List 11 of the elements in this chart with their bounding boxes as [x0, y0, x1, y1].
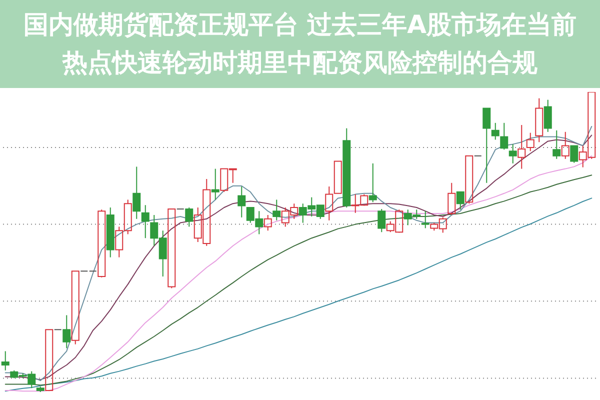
candlestick [132, 166, 141, 220]
caption-banner: 国内做期货配资正规平台 过去三年A股市场在当前热点快速轮动时期里中配资风险控制的合规 [0, 0, 600, 88]
candlestick [211, 168, 220, 200]
candlestick [1, 350, 10, 371]
candlestick [141, 204, 150, 239]
chart-title: 国内做期货配资正规平台 过去三年A股市场在当前热点快速轮动时期里中配资风险控制的合规 [22, 9, 578, 79]
candlestick [508, 144, 517, 164]
candlestick [106, 207, 114, 258]
candlestick [238, 186, 246, 218]
candlestick [518, 124, 526, 170]
candlestick [325, 186, 334, 221]
